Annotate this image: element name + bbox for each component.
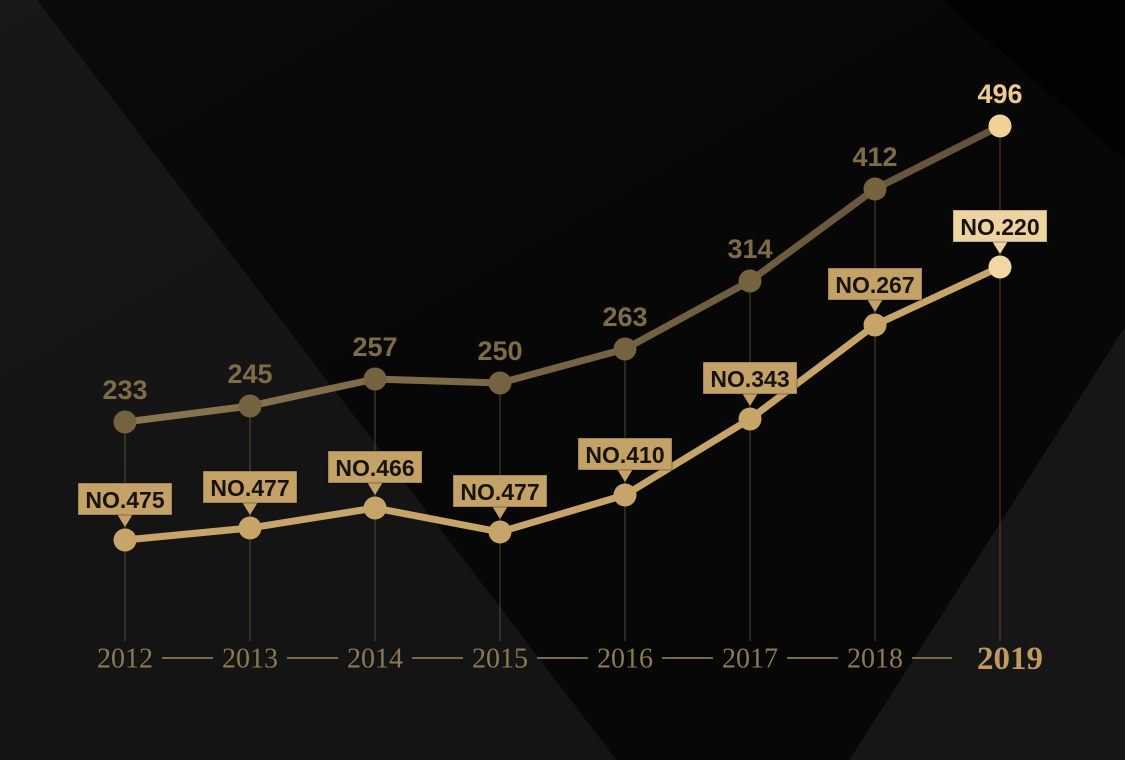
badge-box	[702, 361, 798, 395]
badge-box	[452, 474, 548, 508]
badge-pointer	[867, 299, 883, 312]
rank-badge-2012: NO.475	[77, 482, 173, 527]
value-label-2014: 257	[352, 332, 397, 362]
rank-badge-2014: NO.466	[327, 450, 423, 495]
badge-pointer	[367, 482, 383, 495]
value-label-2017: 314	[727, 234, 772, 264]
rank-badge-2016: NO.410	[577, 437, 673, 482]
point-upper-2013	[238, 394, 262, 418]
point-upper-2018	[863, 177, 887, 201]
badge-label: NO.475	[85, 487, 164, 513]
x-tick-2015: 2015	[472, 644, 528, 675]
badge-label: NO.477	[210, 475, 289, 501]
value-label-2012: 233	[102, 375, 147, 405]
badge-pointer	[242, 502, 258, 515]
x-tick-2019: 2019	[977, 641, 1043, 677]
badge-label: NO.410	[585, 442, 664, 468]
badge-label: NO.477	[460, 479, 539, 505]
value-label-2019: 496	[977, 79, 1022, 109]
point-upper-2014	[363, 367, 387, 391]
badge-box	[77, 482, 173, 516]
value-label-2016: 263	[602, 302, 647, 332]
rank-badge-2019: NO.220	[952, 209, 1048, 254]
badge-box	[327, 450, 423, 484]
x-tick-2018: 2018	[847, 644, 903, 675]
point-lower-2018	[863, 313, 887, 337]
value-label-2013: 245	[227, 359, 272, 389]
badge-label: NO.220	[960, 214, 1039, 240]
badge-pointer	[492, 506, 508, 519]
badge-pointer	[992, 241, 1008, 254]
rank-badge-2015: NO.477	[452, 474, 548, 519]
badge-pointer	[742, 393, 758, 406]
line-upper	[121, 122, 1004, 426]
badge-pointer	[617, 469, 633, 482]
value-label-2015: 250	[477, 336, 522, 366]
point-lower-2017	[738, 407, 762, 431]
point-upper-2015	[488, 371, 512, 395]
line-lower	[121, 263, 1004, 544]
badge-box	[827, 267, 923, 301]
badge-label: NO.343	[710, 366, 789, 392]
value-label-2018: 412	[852, 142, 897, 172]
point-lower-2014	[363, 496, 387, 520]
badge-label: NO.466	[335, 455, 414, 481]
point-lower-2013	[238, 516, 262, 540]
point-upper-2017	[738, 269, 762, 293]
x-tick-2017: 2017	[722, 644, 778, 675]
point-upper-2019	[988, 114, 1012, 138]
point-lower-2019	[988, 255, 1012, 279]
point-lower-2015	[488, 520, 512, 544]
badge-box	[952, 209, 1048, 243]
point-upper-2016	[613, 337, 637, 361]
rank-badge-2013: NO.477	[202, 470, 298, 515]
point-lower-2012	[113, 528, 137, 552]
rank-badge-2018: NO.267	[827, 267, 923, 312]
x-tick-2016: 2016	[597, 644, 653, 675]
rank-badge-2017: NO.343	[702, 361, 798, 406]
x-tick-2013: 2013	[222, 644, 278, 675]
badge-label: NO.267	[835, 272, 914, 298]
badge-box	[202, 470, 298, 504]
badge-pointer	[117, 514, 133, 527]
badge-box	[577, 437, 673, 471]
x-tick-2014: 2014	[347, 644, 403, 675]
point-lower-2016	[613, 483, 637, 507]
point-upper-2012	[113, 410, 137, 434]
x-tick-2012: 2012	[97, 644, 153, 675]
